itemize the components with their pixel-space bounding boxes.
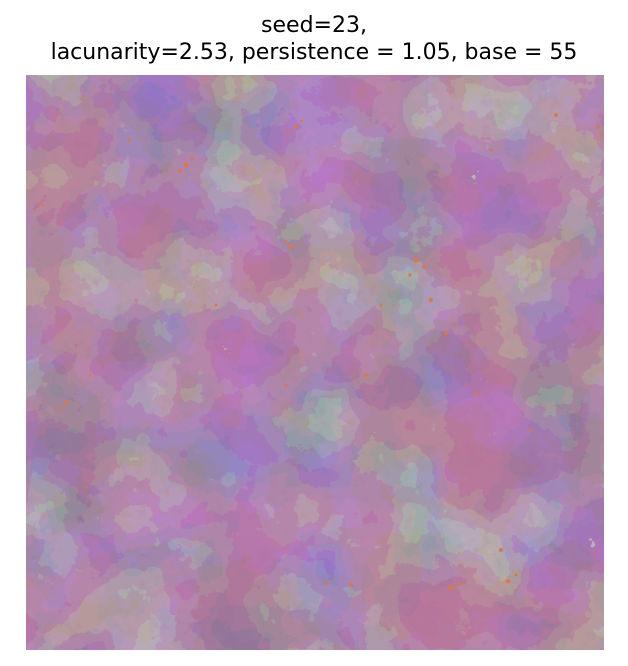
noise-image: [26, 75, 604, 650]
noise-layer-fine: [26, 75, 604, 650]
figure-title-line2: lacunarity=2.53, persistence = 1.05, bas…: [50, 40, 578, 65]
peak-speckles: [40, 113, 603, 591]
noise-texture: [26, 75, 604, 650]
figure-title-line1: seed=23,: [261, 13, 367, 38]
